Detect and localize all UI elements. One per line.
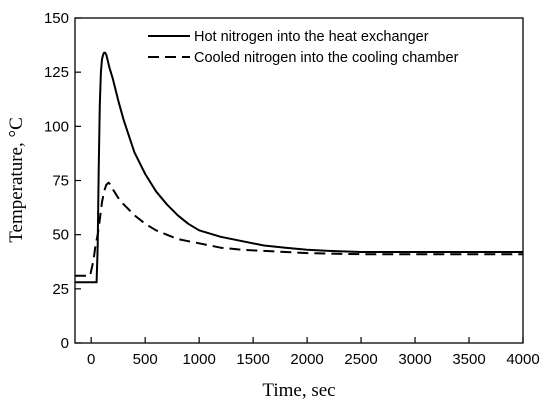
legend: Hot nitrogen into the heat exchanger Cool… [148,29,459,66]
y-tick-label-150: 150 [44,10,69,27]
x-tick-label-500: 500 [133,351,158,368]
y-tick-label-100: 100 [44,118,69,135]
x-tick-label-1000: 1000 [182,351,215,368]
x-axis-title: Time, sec [262,380,335,401]
y-tick-label-50: 50 [52,227,69,244]
x-tick-label-2000: 2000 [290,351,323,368]
y-tick-label-0: 0 [61,335,69,352]
axis-ticks [75,17,524,344]
x-tick-label-2500: 2500 [344,351,377,368]
y-tick-label-25: 25 [52,281,69,298]
series-line-1 [75,51,523,284]
x-tick-label-3500: 3500 [452,351,485,368]
legend-label-2: Cooled nitrogen into the cooling chamber [194,50,459,66]
x-tick-label-3000: 3000 [398,351,431,368]
y-tick-label-125: 125 [44,64,69,81]
plot-area-frame [74,17,524,344]
axis-tick-labels: 0 500 1000 1500 2000 2500 3000 3500 4000 0 25 50 75 1… [44,10,540,368]
x-tick-label-1500: 1500 [236,351,269,368]
y-axis-title: Temperature, °C [6,117,27,243]
series-lines [75,51,523,284]
x-tick-label-0: 0 [87,351,95,368]
series-line-2 [75,181,523,277]
y-tick-label-75: 75 [52,173,69,190]
x-tick-label-4000: 4000 [506,351,539,368]
legend-label-1: Hot nitrogen into the heat exchanger [194,29,429,45]
